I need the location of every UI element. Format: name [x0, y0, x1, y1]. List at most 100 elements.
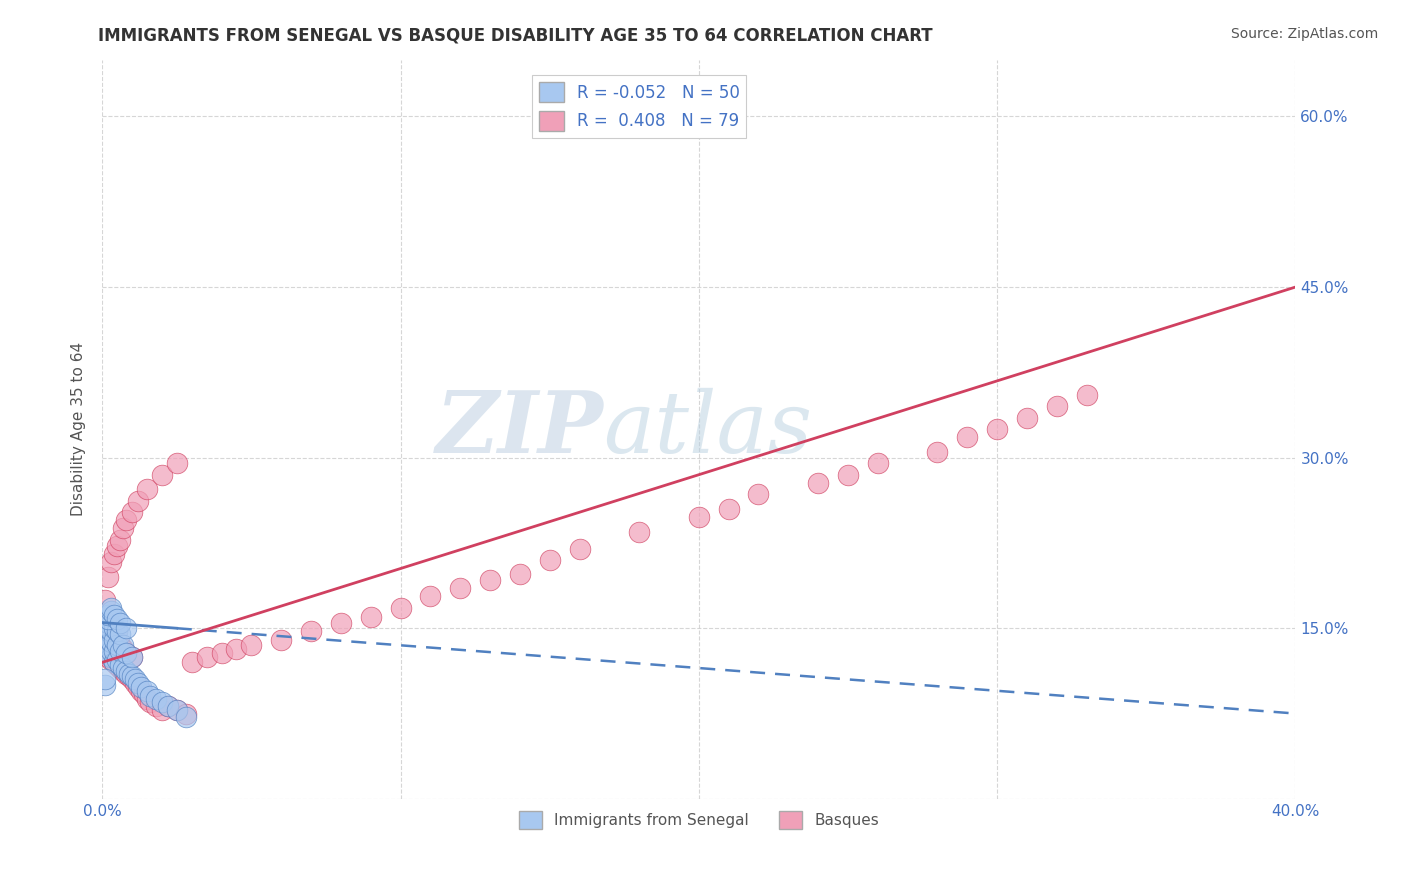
- Point: [166, 703, 188, 717]
- Point: [129, 681, 152, 695]
- Point: [100, 555, 122, 569]
- Point: [105, 624, 128, 638]
- Point: [509, 566, 531, 581]
- Point: [129, 683, 152, 698]
- Point: [121, 673, 143, 687]
- Point: [105, 641, 128, 656]
- Point: [105, 540, 128, 554]
- Point: [121, 669, 143, 683]
- Point: [145, 691, 167, 706]
- Point: [121, 649, 143, 664]
- Point: [150, 695, 173, 709]
- Point: [115, 621, 138, 635]
- Point: [100, 635, 122, 649]
- Point: [139, 690, 162, 704]
- Point: [127, 676, 149, 690]
- Text: IMMIGRANTS FROM SENEGAL VS BASQUE DISABILITY AGE 35 TO 64 CORRELATION CHART: IMMIGRANTS FROM SENEGAL VS BASQUE DISABI…: [98, 27, 934, 45]
- Point: [97, 646, 120, 660]
- Point: [103, 547, 125, 561]
- Point: [94, 673, 117, 687]
- Point: [94, 627, 117, 641]
- Point: [94, 678, 117, 692]
- Point: [479, 574, 502, 588]
- Point: [115, 665, 138, 679]
- Point: [150, 467, 173, 482]
- Text: atlas: atlas: [603, 388, 813, 471]
- Point: [108, 533, 131, 547]
- Point: [97, 612, 120, 626]
- Point: [145, 698, 167, 713]
- Point: [1015, 410, 1038, 425]
- Point: [837, 467, 859, 482]
- Point: [112, 661, 135, 675]
- Point: [97, 570, 120, 584]
- Point: [112, 665, 135, 679]
- Point: [139, 695, 162, 709]
- Point: [389, 600, 412, 615]
- Point: [94, 635, 117, 649]
- Point: [97, 624, 120, 638]
- Point: [94, 615, 117, 630]
- Point: [568, 541, 591, 556]
- Point: [136, 483, 159, 497]
- Point: [121, 505, 143, 519]
- Point: [115, 513, 138, 527]
- Point: [97, 615, 120, 630]
- Point: [94, 621, 117, 635]
- Point: [115, 646, 138, 660]
- Point: [118, 666, 141, 681]
- Point: [717, 501, 740, 516]
- Y-axis label: Disability Age 35 to 64: Disability Age 35 to 64: [72, 343, 86, 516]
- Point: [807, 475, 830, 490]
- Point: [124, 673, 146, 687]
- Point: [115, 666, 138, 681]
- Point: [94, 592, 117, 607]
- Point: [105, 624, 128, 638]
- Point: [100, 604, 122, 618]
- Point: [688, 509, 710, 524]
- Point: [956, 430, 979, 444]
- Point: [105, 638, 128, 652]
- Point: [240, 638, 263, 652]
- Point: [94, 632, 117, 647]
- Legend: Immigrants from Senegal, Basques: Immigrants from Senegal, Basques: [513, 805, 886, 836]
- Point: [866, 456, 889, 470]
- Point: [103, 632, 125, 647]
- Point: [108, 661, 131, 675]
- Point: [100, 600, 122, 615]
- Point: [103, 638, 125, 652]
- Point: [94, 644, 117, 658]
- Point: [112, 641, 135, 656]
- Point: [225, 641, 247, 656]
- Point: [166, 456, 188, 470]
- Point: [180, 656, 202, 670]
- Point: [94, 624, 117, 638]
- Point: [156, 698, 179, 713]
- Point: [100, 653, 122, 667]
- Point: [97, 607, 120, 622]
- Point: [118, 669, 141, 683]
- Point: [105, 653, 128, 667]
- Point: [270, 632, 292, 647]
- Point: [986, 422, 1008, 436]
- Point: [150, 703, 173, 717]
- Point: [127, 494, 149, 508]
- Point: [97, 638, 120, 652]
- Point: [105, 612, 128, 626]
- Point: [97, 632, 120, 647]
- Point: [628, 524, 651, 539]
- Point: [329, 615, 352, 630]
- Point: [97, 615, 120, 630]
- Point: [136, 691, 159, 706]
- Point: [100, 641, 122, 656]
- Point: [174, 706, 197, 721]
- Point: [108, 657, 131, 672]
- Point: [112, 638, 135, 652]
- Point: [419, 590, 441, 604]
- Point: [100, 644, 122, 658]
- Point: [747, 487, 769, 501]
- Point: [97, 627, 120, 641]
- Point: [211, 646, 233, 660]
- Text: Source: ZipAtlas.com: Source: ZipAtlas.com: [1230, 27, 1378, 41]
- Point: [127, 681, 149, 695]
